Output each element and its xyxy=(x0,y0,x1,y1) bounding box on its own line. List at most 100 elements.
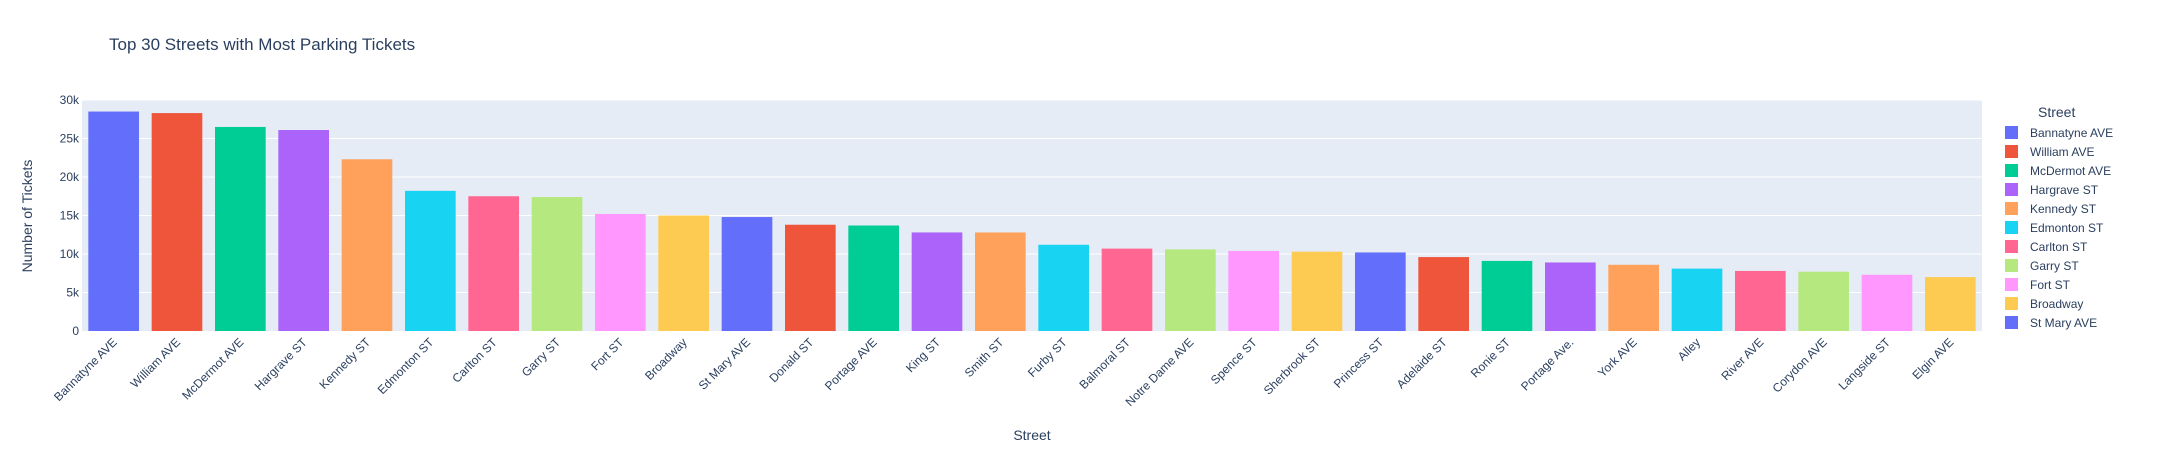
x-tick-label: Alley xyxy=(1675,335,1703,363)
y-axis-title: Number of Tickets xyxy=(19,160,35,273)
legend: Street Bannatyne AVE William AVE McDermot … xyxy=(2005,104,2113,330)
bar[interactable] xyxy=(1165,249,1216,331)
y-tick-label: 0 xyxy=(72,324,79,338)
legend-label[interactable]: Fort ST xyxy=(2030,278,2071,292)
bars xyxy=(88,111,1976,332)
x-tick-label: King ST xyxy=(903,335,944,376)
legend-label[interactable]: Edmonton ST xyxy=(2030,221,2104,235)
bar[interactable] xyxy=(151,113,203,331)
bar[interactable] xyxy=(658,215,709,332)
x-tick-label: Spence ST xyxy=(1208,335,1260,387)
legend-swatch[interactable] xyxy=(2005,164,2018,177)
y-axis-ticks: 0 5k 10k 15k 20k 25k 30k xyxy=(60,93,80,338)
y-tick-label: 25k xyxy=(60,132,80,146)
legend-swatch[interactable] xyxy=(2005,259,2018,272)
x-tick-label: McDermot AVE xyxy=(179,335,246,402)
x-tick-label: Elgin AVE xyxy=(1909,335,1956,382)
legend-swatch[interactable] xyxy=(2005,278,2018,291)
chart-title: Top 30 Streets with Most Parking Tickets xyxy=(109,35,415,54)
legend-swatch[interactable] xyxy=(2005,297,2018,310)
bar[interactable] xyxy=(1608,264,1659,331)
x-tick-label: Donald ST xyxy=(766,335,816,385)
bar[interactable] xyxy=(1798,271,1849,331)
x-tick-label: Langside ST xyxy=(1836,335,1894,393)
legend-label[interactable]: Kennedy ST xyxy=(2030,202,2097,216)
legend-swatch[interactable] xyxy=(2005,183,2018,196)
legend-label[interactable]: William AVE xyxy=(2030,145,2094,159)
y-tick-label: 20k xyxy=(60,170,80,184)
x-tick-label: York AVE xyxy=(1595,335,1640,380)
bar[interactable] xyxy=(215,126,266,331)
legend-label[interactable]: St Mary AVE xyxy=(2030,316,2097,330)
y-tick-label: 30k xyxy=(60,93,80,107)
x-tick-label: Adelaide ST xyxy=(1394,335,1451,392)
legend-label[interactable]: Carlton ST xyxy=(2030,240,2088,254)
x-tick-label: Kennedy ST xyxy=(317,335,374,392)
bar[interactable] xyxy=(721,217,773,331)
gridlines xyxy=(82,99,1982,293)
legend-swatch[interactable] xyxy=(2005,126,2018,139)
legend-label[interactable]: Hargrave ST xyxy=(2030,183,2099,197)
legend-swatch[interactable] xyxy=(2005,221,2018,234)
x-tick-label: Bannatyne AVE xyxy=(51,335,120,404)
x-tick-label: St Mary AVE xyxy=(696,335,753,392)
bar[interactable] xyxy=(468,196,519,331)
legend-title: Street xyxy=(2038,104,2075,120)
bar[interactable] xyxy=(848,225,899,331)
x-tick-label: Fort ST xyxy=(588,335,627,374)
x-tick-label: Notre Dame AVE xyxy=(1123,335,1197,409)
legend-label[interactable]: Bannatyne AVE xyxy=(2030,126,2113,140)
x-tick-label: Corydon AVE xyxy=(1770,335,1830,395)
legend-swatch[interactable] xyxy=(2005,202,2018,215)
y-tick-label: 15k xyxy=(60,209,80,223)
bar[interactable] xyxy=(1228,250,1279,331)
bar[interactable] xyxy=(1355,252,1406,331)
legend-label[interactable]: McDermot AVE xyxy=(2030,164,2111,178)
x-tick-label: Hargrave ST xyxy=(252,335,310,393)
legend-items: Bannatyne AVE William AVE McDermot AVE Harg… xyxy=(2005,126,2113,330)
bar[interactable] xyxy=(405,190,456,331)
legend-swatch[interactable] xyxy=(2005,240,2018,253)
bar[interactable] xyxy=(1861,274,1913,331)
bar[interactable] xyxy=(785,224,836,331)
bar[interactable] xyxy=(1291,251,1343,331)
y-tick-label: 5k xyxy=(66,286,80,300)
x-tick-label: River AVE xyxy=(1719,335,1767,383)
x-tick-label: Portage Ave. xyxy=(1518,335,1576,393)
x-tick-label: Balmoral ST xyxy=(1077,335,1134,392)
bar[interactable] xyxy=(1735,270,1786,331)
bar[interactable] xyxy=(911,232,963,331)
bar[interactable] xyxy=(278,130,329,331)
x-axis-title: Street xyxy=(1013,427,1050,443)
legend-swatch[interactable] xyxy=(2005,316,2018,329)
y-tick-label: 10k xyxy=(60,247,80,261)
x-tick-label: Sherbrook ST xyxy=(1261,335,1324,398)
bar[interactable] xyxy=(531,197,583,331)
x-tick-label: Princess ST xyxy=(1331,335,1387,391)
x-tick-label: Edmonton ST xyxy=(375,335,437,397)
x-tick-label: Smith ST xyxy=(962,335,1007,380)
x-tick-label: Portage AVE xyxy=(822,335,880,393)
bar[interactable] xyxy=(975,232,1026,331)
bar[interactable] xyxy=(1481,260,1533,331)
bar[interactable] xyxy=(1418,257,1469,331)
x-tick-label: Furby ST xyxy=(1025,335,1070,380)
bar[interactable] xyxy=(1545,262,1596,331)
bar[interactable] xyxy=(1038,244,1089,331)
x-tick-label: William AVE xyxy=(128,335,183,390)
x-tick-label: Ronie ST xyxy=(1468,335,1514,381)
bar[interactable] xyxy=(1671,268,1723,331)
legend-label[interactable]: Garry ST xyxy=(2030,259,2079,273)
bar[interactable] xyxy=(1101,248,1153,331)
x-tick-label: Garry ST xyxy=(519,335,564,380)
bar[interactable] xyxy=(88,111,139,331)
x-tick-label: Carlton ST xyxy=(449,335,500,386)
bar[interactable] xyxy=(341,159,393,331)
x-tick-label: Broadway xyxy=(642,335,690,383)
bar[interactable] xyxy=(595,213,646,331)
legend-label[interactable]: Broadway xyxy=(2030,297,2083,311)
legend-swatch[interactable] xyxy=(2005,145,2018,158)
bar[interactable] xyxy=(1925,277,1976,331)
